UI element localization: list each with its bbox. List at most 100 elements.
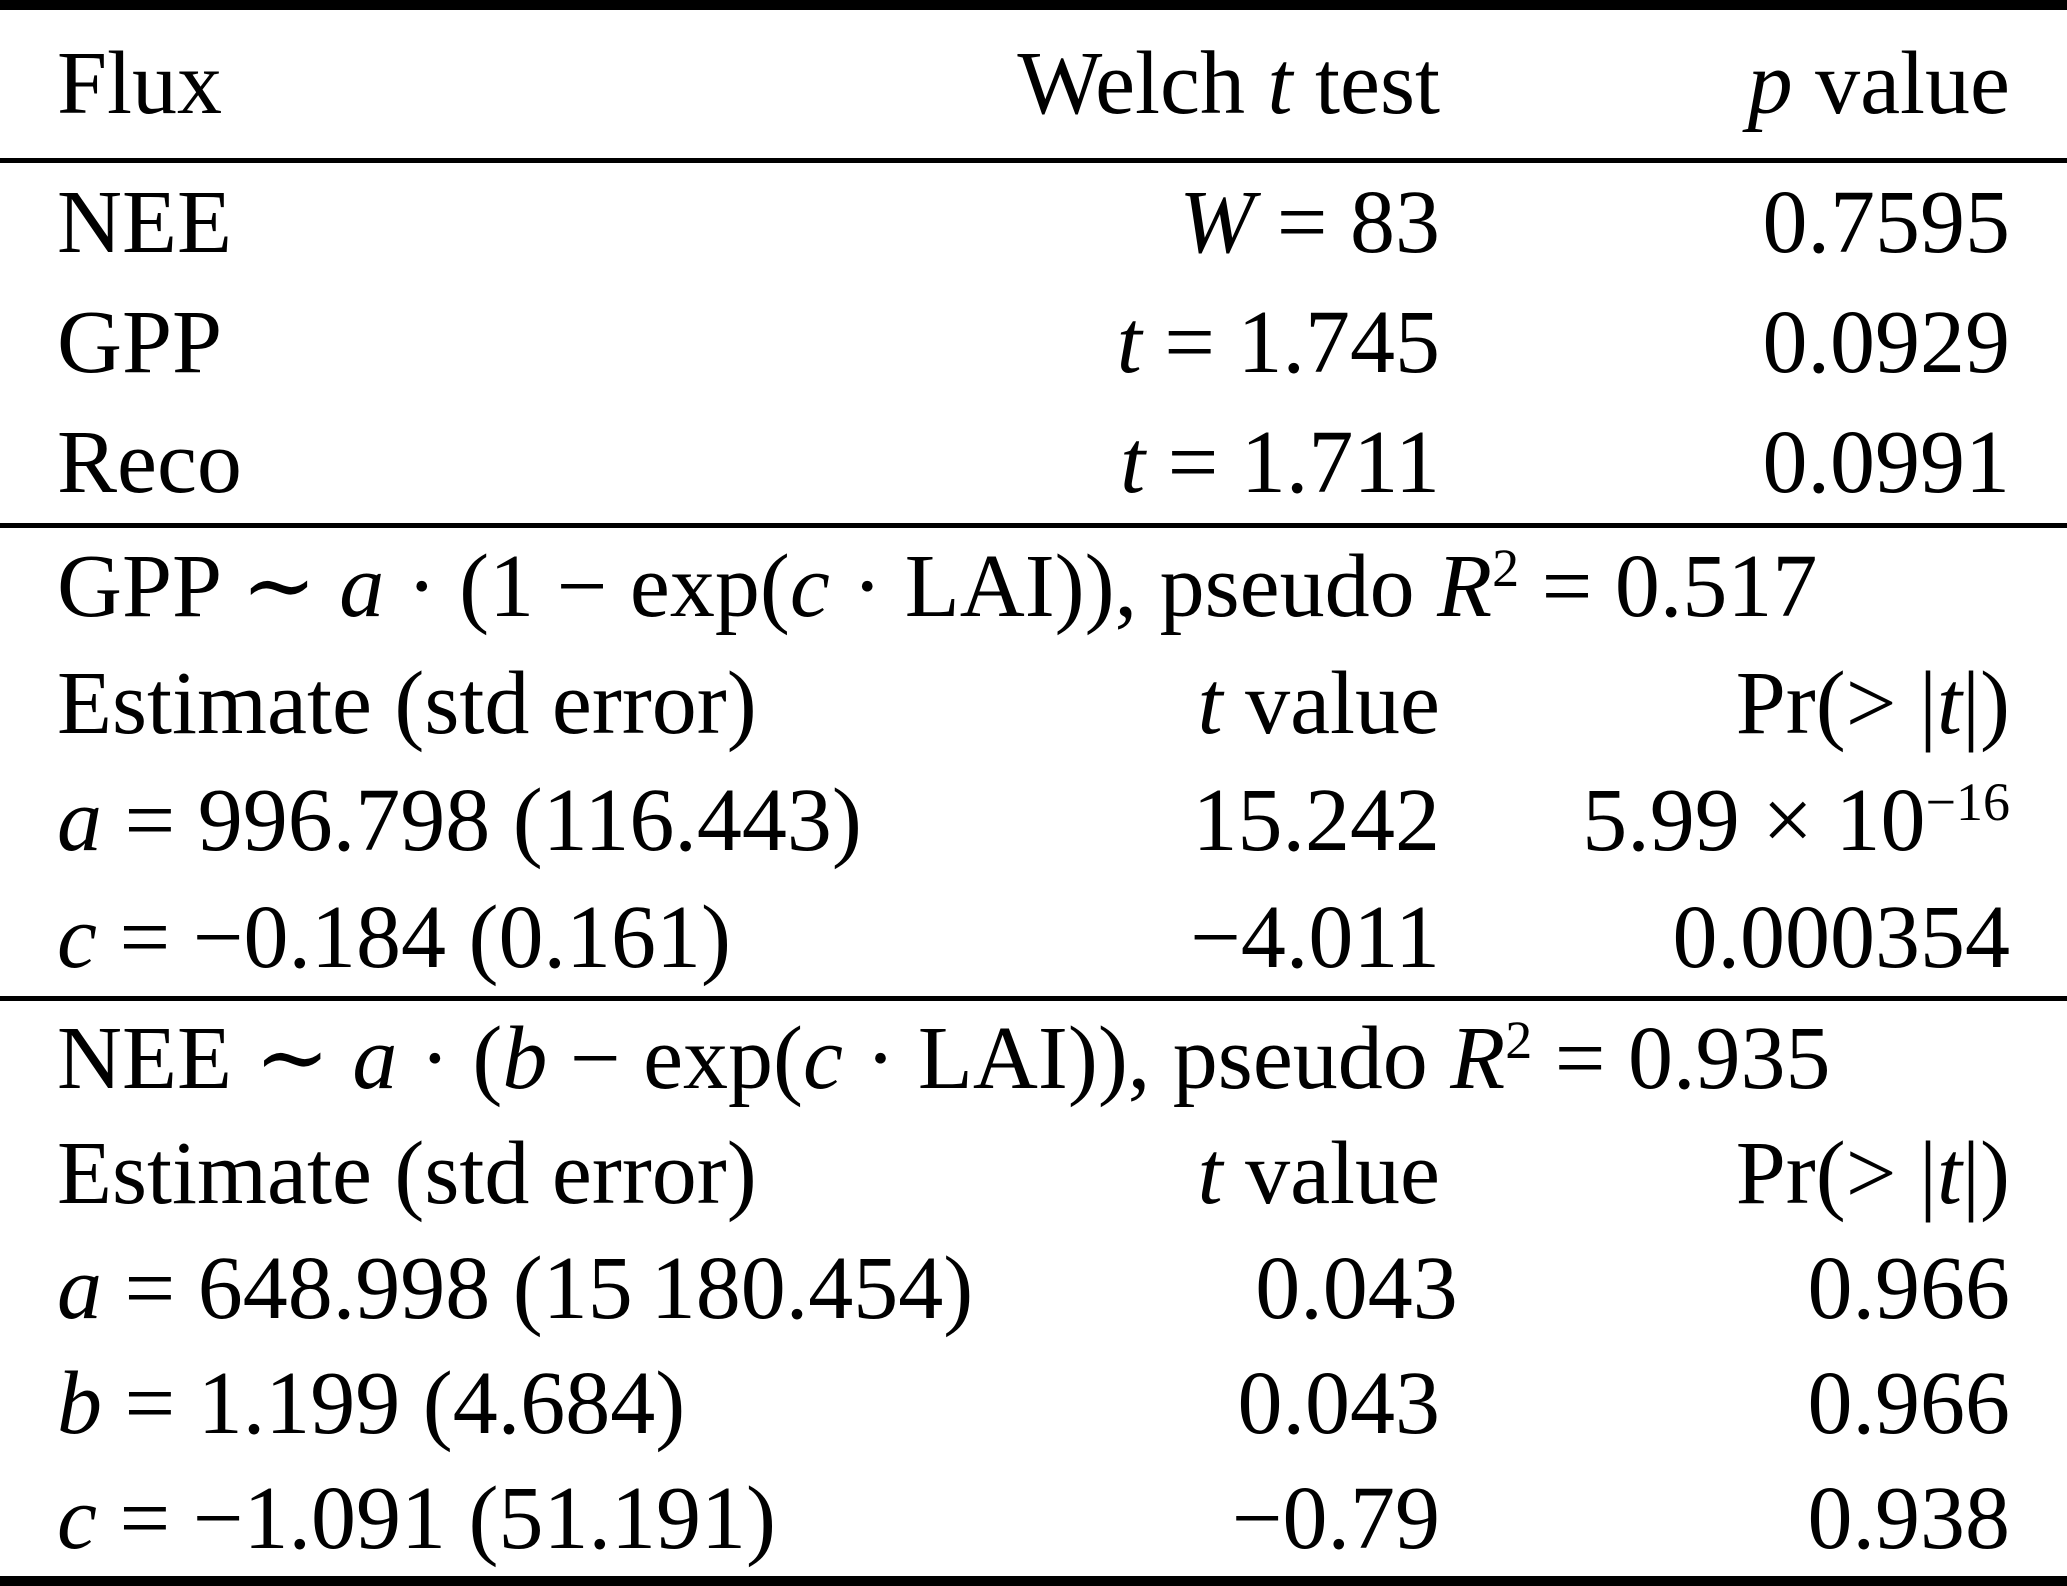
text-run: 2 <box>1492 538 1520 599</box>
text-run: 0.043 <box>1237 1354 1441 1453</box>
text-run: c <box>57 1469 97 1568</box>
cell-flux-name: Reco <box>57 403 940 523</box>
text-run: t <box>1116 293 1142 392</box>
text-run: NEE ∼ <box>57 1009 353 1108</box>
text-run: = −1.091 (51.191) <box>96 1469 776 1568</box>
text-run: b <box>57 1354 102 1453</box>
cell-estimate: c = −0.184 (0.161) <box>57 879 940 996</box>
text-run: · LAI)), pseudo <box>842 1009 1451 1108</box>
table-row: c = −1.091 (51.191) −0.79 0.938 <box>0 1461 2067 1576</box>
cell-estimate: a = 996.798 (116.443) <box>57 762 940 879</box>
cell-t-value: 0.043 <box>940 1346 1441 1461</box>
text-run: W <box>1179 173 1255 272</box>
text-run: c <box>57 888 97 987</box>
text-run: · (1 − exp( <box>384 537 790 636</box>
text-run: 0.966 <box>1807 1354 2011 1453</box>
text-run: Estimate (std error) <box>57 654 757 753</box>
model-header-row: Estimate (std error) t value Pr(> |t|) <box>0 645 2067 762</box>
text-run: R <box>1450 1009 1506 1108</box>
cell-pr-t: 0.938 <box>1440 1461 2011 1576</box>
cell-t-value: −0.79 <box>940 1461 1440 1576</box>
text-run: = 0.935 <box>1532 1009 1831 1108</box>
text-run: value <box>1792 34 2010 133</box>
text-run: 0.0991 <box>1762 413 2011 512</box>
text-run: t <box>1197 1124 1223 1223</box>
text-run: −0.79 <box>1231 1469 1440 1568</box>
text-run: p <box>1747 34 1793 133</box>
cell-p-value: 0.0991 <box>1440 403 2011 523</box>
text-run: = 996.798 (116.443) <box>102 771 862 870</box>
header-rule <box>0 158 2067 163</box>
col-header-estimate: Estimate (std error) <box>57 645 940 762</box>
text-run: 0.938 <box>1807 1469 2011 1568</box>
text-run: t <box>1267 34 1293 133</box>
text-run: 15.242 <box>1192 771 1441 870</box>
text-run: · LAI)), pseudo <box>829 537 1438 636</box>
text-run: Pr(> | <box>1735 1124 1937 1223</box>
model-formula-row: GPP ∼ a · (1 − exp(c · LAI)), pseudo R2 … <box>0 528 2067 645</box>
table-row: Reco t = 1.711 0.0991 <box>0 403 2067 523</box>
table-rule-bottom <box>0 1576 2067 1586</box>
col-header-flux: Flux <box>57 10 940 158</box>
text-run: 2 <box>1505 1010 1533 1071</box>
text-run: 0.0929 <box>1762 293 2011 392</box>
text-run: = −0.184 (0.161) <box>96 888 731 987</box>
cell-p-value: 0.7595 <box>1440 163 2011 283</box>
text-run: Welch <box>1017 34 1268 133</box>
text-run: a <box>339 537 385 636</box>
text-run: = 1.745 <box>1141 293 1440 392</box>
table-header-row: Flux Welch t test p value <box>0 10 2067 158</box>
text-run: = 83 <box>1254 173 1440 272</box>
model-formula-row: NEE ∼ a · (b − exp(c · LAI)), pseudo R2 … <box>0 1001 2067 1116</box>
text-run: a <box>57 771 102 870</box>
text-run: 0.043 <box>1255 1239 1458 1338</box>
cell-flux-name: NEE <box>57 163 940 283</box>
col-header-t-value: t value <box>940 1116 1440 1231</box>
text-run: GPP ∼ <box>57 537 340 636</box>
text-run: · ( <box>397 1009 503 1108</box>
text-run: = 1.711 <box>1145 413 1440 512</box>
text-run: value <box>1222 654 1440 753</box>
table-row: NEE W = 83 0.7595 <box>0 163 2067 283</box>
text-run: Reco <box>57 413 242 512</box>
text-run: t <box>1120 413 1146 512</box>
text-run: R <box>1437 537 1493 636</box>
cell-pr-t: 0.966 <box>1458 1231 2011 1346</box>
text-run: |) <box>1962 1124 2010 1223</box>
text-run: = 1.199 (4.684) <box>102 1354 686 1453</box>
text-run: Flux <box>57 34 223 133</box>
text-run: c <box>789 537 830 636</box>
text-run: 5.99 × 10 <box>1582 771 1926 870</box>
text-run: c <box>803 1009 843 1108</box>
text-run: Estimate (std error) <box>57 1124 757 1223</box>
text-run: − exp( <box>547 1009 803 1108</box>
cell-test-statistic: t = 1.745 <box>940 283 1440 403</box>
text-run: t <box>1936 654 1962 753</box>
cell-test-statistic: t = 1.711 <box>940 403 1440 523</box>
text-run: = 648.998 (15 180.454) <box>102 1239 974 1338</box>
text-run: a <box>352 1009 398 1108</box>
text-run: = 0.517 <box>1519 537 1818 636</box>
table-row: b = 1.199 (4.684) 0.043 0.966 <box>0 1346 2067 1461</box>
text-run: |) <box>1962 654 2010 753</box>
text-run: 0.000354 <box>1672 888 2011 987</box>
cell-t-value: 15.242 <box>940 762 1441 879</box>
table-row: a = 648.998 (15 180.454) 0.043 0.966 <box>0 1231 2067 1346</box>
text-run: t <box>1197 654 1223 753</box>
text-run: test <box>1292 34 1440 133</box>
col-header-t-value: t value <box>940 645 1440 762</box>
model-formula: GPP ∼ a · (1 − exp(c · LAI)), pseudo R2 … <box>57 528 2010 645</box>
col-header-estimate: Estimate (std error) <box>57 1116 940 1231</box>
text-run: Pr(> | <box>1735 654 1937 753</box>
col-header-welch-t-test: Welch t test <box>940 10 1440 158</box>
col-header-pr-t: Pr(> |t|) <box>1440 645 2010 762</box>
cell-estimate: a = 648.998 (15 180.454) <box>57 1231 973 1346</box>
text-run: t <box>1936 1124 1962 1223</box>
section-divider-rule <box>0 996 2067 1001</box>
text-run: value <box>1222 1124 1440 1223</box>
text-run: a <box>57 1239 102 1338</box>
text-run: b <box>502 1009 548 1108</box>
section-divider-rule <box>0 523 2067 528</box>
model-header-row: Estimate (std error) t value Pr(> |t|) <box>0 1116 2067 1231</box>
